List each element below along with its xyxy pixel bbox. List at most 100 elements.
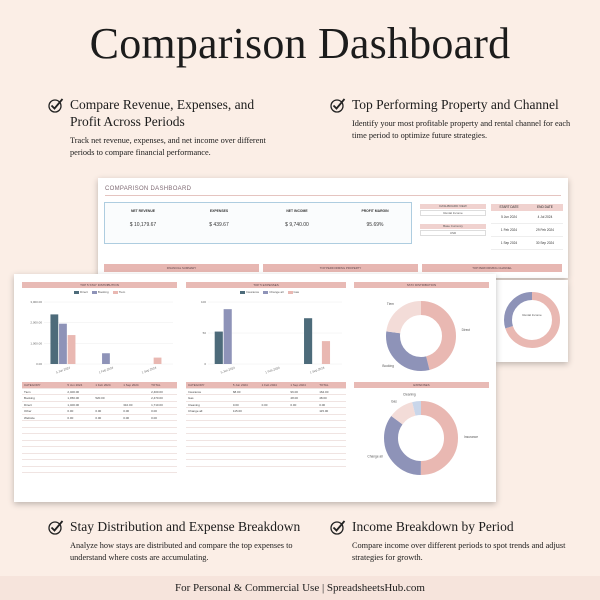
donut-slice: [384, 401, 458, 475]
table-row: Other 0.00 0.00 0.00 0.00: [22, 408, 177, 415]
y-tick-label: 50: [203, 331, 207, 335]
end-date-cell[interactable]: 4 Jul 2024: [527, 211, 563, 224]
table-row: Tiem 2,400.00 2,400.00: [22, 389, 177, 395]
table-cell: 96.00: [290, 389, 298, 394]
feature-title: Income Breakdown by Period: [352, 519, 514, 534]
table-cell: 0.00: [261, 402, 268, 407]
table-row: [186, 434, 346, 441]
kpi-value: $ 10,179.67: [129, 222, 157, 228]
y-tick-label: 100: [201, 300, 206, 304]
legend-item: Insurance: [246, 290, 260, 294]
x-tick-label: 5 Jun 2024: [220, 366, 236, 375]
feature-income-breakdown: Income Breakdown by Period Compare incom…: [330, 518, 580, 563]
table-cell: Cleaning: [188, 402, 200, 407]
expense-chart-title: TOP 5 EXPENSES: [186, 282, 346, 288]
table-row: Direct 1,400.00 310.00 1,710.00: [22, 402, 177, 408]
legend-item: Booking: [97, 290, 109, 294]
expense-donut-chart: Insurance Change all Gas Cleaning: [367, 392, 478, 475]
table-cell: [288, 408, 317, 414]
table-cell: 115.00: [319, 409, 329, 413]
kpi-label: PROFIT MARGIN: [361, 209, 389, 213]
table-header-cell: TOTAL: [151, 383, 161, 387]
table-header-cell: 5 Jun 2024: [232, 383, 248, 387]
property-donut-panel: Rental Income: [496, 280, 568, 362]
table-row: Booking 1,950.00 520.00 2,470.00: [22, 395, 177, 402]
table-cell: [260, 389, 289, 395]
base-currency-select[interactable]: USD: [420, 230, 486, 236]
stay-table: CATEGORY 5 Jun 2024 1 Feb 2024 1 Sep 2024 TO…: [22, 382, 177, 473]
section-financial-summary: FINANCIAL SUMMARY: [104, 264, 259, 272]
x-tick-label: 1 Sep 2024: [141, 365, 157, 374]
property-donut-chart: [504, 292, 560, 348]
table-cell: 520.00: [95, 396, 105, 400]
table-cell: 164.00: [319, 389, 329, 394]
kpi-profit-margin: PROFIT MARGIN 95.69%: [345, 209, 405, 228]
table-row: Website 0.00 0.00 0.00 0.00: [22, 415, 177, 421]
expense-chart-legend: Insurance Change all Gas: [240, 290, 299, 294]
donut-label: Direct: [462, 328, 470, 332]
table-row: [186, 447, 346, 454]
donut-label: Cleaning: [403, 392, 416, 396]
x-tick-label: 5 Jun 2024: [55, 366, 71, 375]
dashboard-title: COMPARISON DASHBOARD: [105, 186, 192, 192]
bar: [50, 314, 59, 364]
table-row: [22, 460, 177, 467]
start-date-cell[interactable]: 1 Sep 2024: [491, 237, 527, 250]
table-cell: 0.00: [95, 409, 102, 413]
kpi-net-revenue: NET REVENUE $ 10,179.67: [113, 209, 173, 228]
table-header-row: CATEGORY 5 Jun 2024 1 Feb 2024 1 Sep 2024 TO…: [22, 382, 177, 389]
feature-title: Stay Distribution and Expense Breakdown: [70, 519, 301, 534]
table-cell: 48.00: [319, 396, 327, 400]
bar: [304, 318, 313, 364]
table-row: [186, 441, 346, 447]
x-tick-label: 1 Sep 2024: [309, 365, 325, 374]
date-table: START DATE END DATE 5 Jun 2024 4 Jul 2024 …: [491, 204, 563, 250]
kpi-label: EXPENSES: [209, 209, 229, 213]
kpi-label: NET REVENUE: [130, 209, 156, 213]
feature-compare: Compare Revenue, Expenses, and Profit Ac…: [48, 96, 278, 158]
kpi-panel: NET REVENUE $ 10,179.67 EXPENSES $ 439.67 …: [104, 202, 412, 244]
donut-label: Tiem: [387, 302, 394, 306]
dashboard-view-select[interactable]: Rental Income: [420, 210, 486, 216]
table-row: Cleaning 0.00 0.00 0.00 0.00: [186, 402, 346, 408]
table-cell: 0.00: [290, 402, 297, 407]
table-row: [186, 428, 346, 434]
page-title: Comparison Dashboard: [89, 19, 511, 68]
table-row: [22, 421, 177, 428]
checkmark-icon: [330, 98, 346, 113]
table-header-cell: 1 Feb 2024: [261, 383, 277, 387]
start-date-cell[interactable]: 1 Feb 2024: [491, 224, 527, 237]
feature-title: Compare Revenue, Expenses, and Profit Ac…: [70, 97, 255, 129]
table-cell: Gas: [188, 396, 194, 400]
feature-description: Track net revenue, expenses, and net inc…: [70, 136, 266, 157]
table-header-cell: CATEGORY: [24, 383, 41, 387]
legend-item: Change all: [269, 290, 284, 294]
table-header-cell: 1 Sep 2024: [123, 383, 139, 387]
table-cell: [260, 395, 289, 401]
legend-item: Direct: [80, 290, 88, 294]
donut-label: Gas: [391, 399, 397, 403]
expense-table: CATEGORY 5 Jun 2024 1 Feb 2024 1 Sep 2024 TO…: [186, 382, 346, 467]
table-cell: [231, 395, 260, 401]
table-cell: 68.00: [232, 389, 241, 394]
donut-slice: [384, 401, 458, 475]
donut-label: Change all: [367, 455, 383, 459]
table-cell: 2,470.00: [151, 396, 163, 400]
x-tick-label: 1 Feb 2024: [265, 365, 281, 374]
table-header-cell: 1 Sep 2024: [290, 383, 306, 387]
feature-description: Identify your most profitable property a…: [352, 119, 571, 140]
end-date-header: END DATE: [527, 204, 563, 211]
table-cell: 0.00: [95, 415, 102, 420]
end-date-cell[interactable]: 30 Sep 2024: [527, 237, 563, 250]
bar: [223, 309, 232, 364]
y-tick-label: 0: [204, 362, 206, 366]
start-date-cell[interactable]: 5 Jun 2024: [491, 211, 527, 224]
donut-slice: [504, 292, 560, 348]
dashboard-screen-back: COMPARISON DASHBOARD NET REVENUE $ 10,179…: [98, 178, 568, 278]
table-cell: 2,400.00: [151, 389, 163, 394]
table-row: [22, 467, 177, 473]
y-tick-label: 2,000.00: [30, 321, 42, 325]
kpi-value: 95.69%: [366, 222, 384, 228]
donut-slice: [386, 301, 456, 371]
end-date-cell[interactable]: 29 Feb 2024: [527, 224, 563, 237]
